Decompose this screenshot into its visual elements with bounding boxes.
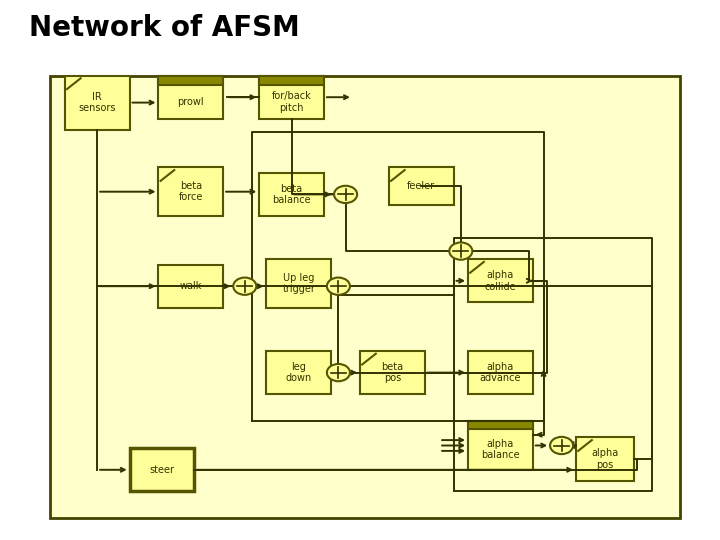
Bar <box>158 76 223 85</box>
Bar <box>130 448 194 491</box>
Bar <box>158 265 223 308</box>
Text: Up leg
trigger: Up leg trigger <box>282 273 315 294</box>
Bar <box>259 76 324 85</box>
Circle shape <box>334 186 357 203</box>
Text: alpha
advance: alpha advance <box>480 362 521 383</box>
Text: alpha
collide: alpha collide <box>485 270 516 292</box>
Circle shape <box>327 278 350 295</box>
Circle shape <box>449 242 472 260</box>
Bar <box>468 351 533 394</box>
Text: steer: steer <box>150 465 174 475</box>
Bar <box>468 259 533 302</box>
Text: Network of AFSM: Network of AFSM <box>29 14 300 42</box>
Text: feeler: feeler <box>407 181 436 191</box>
Bar <box>65 76 130 130</box>
Bar <box>389 167 454 205</box>
Text: leg
down: leg down <box>286 362 312 383</box>
Bar <box>468 421 533 429</box>
Text: walk: walk <box>179 281 202 291</box>
Text: prowl: prowl <box>178 97 204 107</box>
Bar <box>266 351 331 394</box>
Circle shape <box>327 364 350 381</box>
Text: beta
pos: beta pos <box>382 362 403 383</box>
Bar <box>259 76 324 119</box>
Bar <box>50 76 680 518</box>
Text: beta
balance: beta balance <box>272 184 311 205</box>
Circle shape <box>233 278 256 295</box>
Text: IR
sensors: IR sensors <box>78 92 116 113</box>
Bar <box>158 76 223 119</box>
Bar <box>266 259 331 308</box>
Text: beta
force: beta force <box>179 181 203 202</box>
Bar <box>259 173 324 216</box>
Text: alpha
pos: alpha pos <box>591 448 618 470</box>
Circle shape <box>550 437 573 454</box>
Bar <box>360 351 425 394</box>
Bar <box>576 437 634 481</box>
Bar <box>468 421 533 470</box>
Text: alpha
balance: alpha balance <box>481 438 520 460</box>
Bar <box>158 167 223 216</box>
Text: for/back
pitch: for/back pitch <box>271 91 312 113</box>
